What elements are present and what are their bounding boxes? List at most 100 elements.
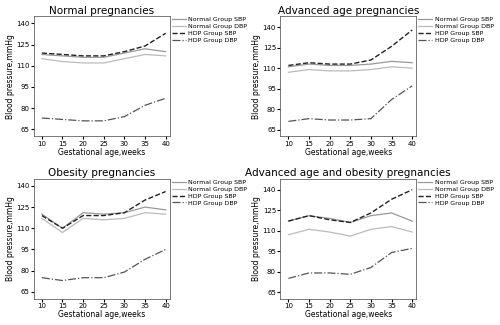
HDP Group SBP xyxy=(39,214,45,217)
HDP Group DBP xyxy=(80,276,86,279)
HDP Group DBP xyxy=(80,119,86,123)
Normal Group DBP xyxy=(142,211,148,215)
Normal Group DBP xyxy=(388,225,394,228)
HDP Group SBP xyxy=(101,214,107,217)
HDP Group DBP xyxy=(409,246,415,250)
HDP Group SBP xyxy=(80,54,86,58)
HDP Group SBP xyxy=(101,54,107,58)
Line: HDP Group SBP: HDP Group SBP xyxy=(42,33,166,56)
HDP Group SBP xyxy=(39,51,45,55)
Line: Normal Group SBP: Normal Group SBP xyxy=(288,61,412,67)
Normal Group SBP xyxy=(142,47,148,51)
Normal Group DBP xyxy=(306,227,312,231)
HDP Group DBP xyxy=(101,276,107,279)
HDP Group DBP xyxy=(122,115,128,119)
HDP Group SBP xyxy=(348,221,354,225)
Legend: Normal Group SBP, Normal Group DBP, HDP Group SBP, HDP Group DBP: Normal Group SBP, Normal Group DBP, HDP … xyxy=(418,16,494,44)
Line: HDP Group DBP: HDP Group DBP xyxy=(288,86,412,121)
Normal Group SBP xyxy=(286,219,292,223)
Y-axis label: Blood pressure,mmHg: Blood pressure,mmHg xyxy=(6,196,15,281)
Normal Group SBP xyxy=(326,63,332,67)
Normal Group DBP xyxy=(142,53,148,57)
Normal Group SBP xyxy=(368,62,374,66)
Normal Group SBP xyxy=(122,211,128,215)
Normal Group SBP xyxy=(60,226,66,230)
HDP Group DBP xyxy=(306,271,312,275)
Normal Group SBP xyxy=(142,205,148,209)
HDP Group SBP xyxy=(348,62,354,66)
Normal Group SBP xyxy=(80,211,86,215)
Normal Group DBP xyxy=(348,69,354,73)
HDP Group SBP xyxy=(368,211,374,215)
HDP Group DBP xyxy=(348,272,354,276)
HDP Group DBP xyxy=(286,277,292,280)
Normal Group SBP xyxy=(306,214,312,218)
HDP Group DBP xyxy=(142,257,148,261)
Line: HDP Group DBP: HDP Group DBP xyxy=(288,248,412,279)
HDP Group SBP xyxy=(142,44,148,48)
HDP Group DBP xyxy=(368,266,374,269)
Normal Group DBP xyxy=(286,70,292,74)
Line: Normal Group DBP: Normal Group DBP xyxy=(42,55,166,63)
HDP Group DBP xyxy=(162,96,168,100)
HDP Group SBP xyxy=(142,198,148,202)
HDP Group SBP xyxy=(122,211,128,215)
Line: HDP Group SBP: HDP Group SBP xyxy=(42,191,166,228)
Normal Group DBP xyxy=(60,59,66,63)
Legend: Normal Group SBP, Normal Group DBP, HDP Group SBP, HDP Group DBP: Normal Group SBP, Normal Group DBP, HDP … xyxy=(171,16,248,44)
HDP Group SBP xyxy=(60,226,66,230)
Normal Group SBP xyxy=(122,51,128,55)
HDP Group SBP xyxy=(326,62,332,66)
Normal Group DBP xyxy=(80,216,86,220)
Normal Group SBP xyxy=(162,208,168,212)
Normal Group SBP xyxy=(39,212,45,216)
HDP Group SBP xyxy=(162,189,168,193)
Normal Group DBP xyxy=(39,57,45,61)
X-axis label: Gestational age,weeks: Gestational age,weeks xyxy=(304,310,392,319)
Normal Group DBP xyxy=(388,65,394,69)
HDP Group DBP xyxy=(409,84,415,88)
HDP Group SBP xyxy=(409,28,415,32)
Normal Group SBP xyxy=(39,53,45,57)
Line: HDP Group SBP: HDP Group SBP xyxy=(288,30,412,65)
Normal Group DBP xyxy=(348,234,354,238)
Normal Group SBP xyxy=(348,63,354,67)
HDP Group DBP xyxy=(142,103,148,107)
Title: Obesity pregnancies: Obesity pregnancies xyxy=(48,168,156,178)
Title: Advanced age and obesity pregnancies: Advanced age and obesity pregnancies xyxy=(246,168,451,178)
Normal Group DBP xyxy=(409,66,415,70)
Normal Group DBP xyxy=(122,57,128,61)
Normal Group SBP xyxy=(388,211,394,215)
Normal Group SBP xyxy=(101,55,107,59)
HDP Group SBP xyxy=(286,219,292,223)
HDP Group SBP xyxy=(368,58,374,62)
Line: HDP Group DBP: HDP Group DBP xyxy=(42,98,166,121)
HDP Group DBP xyxy=(101,119,107,123)
HDP Group DBP xyxy=(60,279,66,282)
Title: Normal pregnancies: Normal pregnancies xyxy=(49,6,154,16)
HDP Group DBP xyxy=(326,118,332,122)
Normal Group SBP xyxy=(388,59,394,63)
HDP Group SBP xyxy=(80,214,86,217)
Normal Group DBP xyxy=(368,227,374,231)
Y-axis label: Blood pressure,mmHg: Blood pressure,mmHg xyxy=(6,34,15,119)
Line: Normal Group SBP: Normal Group SBP xyxy=(42,207,166,228)
Normal Group SBP xyxy=(368,214,374,218)
Normal Group SBP xyxy=(348,221,354,225)
Normal Group DBP xyxy=(162,212,168,216)
Normal Group SBP xyxy=(409,61,415,65)
HDP Group SBP xyxy=(60,53,66,57)
HDP Group SBP xyxy=(409,188,415,192)
Normal Group DBP xyxy=(101,218,107,222)
HDP Group SBP xyxy=(122,50,128,54)
HDP Group DBP xyxy=(306,117,312,121)
Normal Group DBP xyxy=(60,230,66,234)
Normal Group DBP xyxy=(39,216,45,220)
X-axis label: Gestational age,weeks: Gestational age,weeks xyxy=(304,148,392,157)
HDP Group SBP xyxy=(306,61,312,65)
Line: Normal Group DBP: Normal Group DBP xyxy=(288,227,412,236)
HDP Group SBP xyxy=(286,63,292,67)
HDP Group DBP xyxy=(326,271,332,275)
Normal Group DBP xyxy=(368,68,374,72)
Normal Group DBP xyxy=(101,61,107,65)
